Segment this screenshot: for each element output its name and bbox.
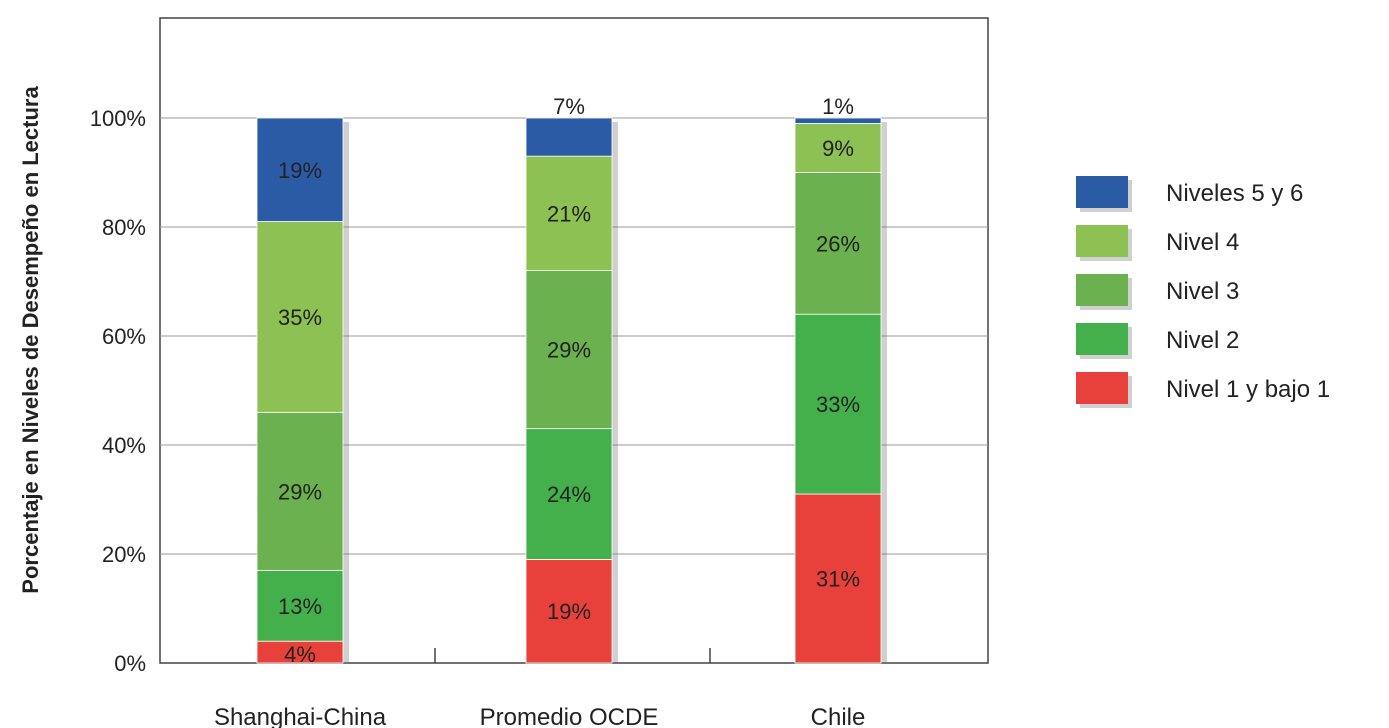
x-axis-ticks: Shanghai-China Promedio OCDE Chile [214, 648, 865, 728]
bar-stack: 19% 24% 29% 21% 7% [525, 94, 618, 664]
y-tick-label: 60% [102, 324, 146, 349]
bar-data-label: 4% [284, 642, 316, 667]
bar-data-label: 29% [278, 479, 322, 504]
y-axis-title: Porcentaje en Niveles de Desempeño en Le… [18, 86, 43, 594]
legend-label: Niveles 5 y 6 [1166, 180, 1303, 207]
bar-segment [794, 313, 882, 495]
y-axis-ticks: 0% 20% 40% 60% 80% 100% [90, 106, 146, 676]
bar-segment [525, 270, 613, 430]
bar-segment [256, 117, 344, 222]
bar-data-label: 24% [547, 482, 591, 507]
legend-label: Nivel 1 y bajo 1 [1166, 376, 1330, 403]
legend: Niveles 5 y 6 Nivel 4 Nivel 3 Nivel 2 Nivel … [1076, 176, 1330, 408]
x-category-label: Chile [811, 704, 866, 728]
bar-data-label: 26% [816, 231, 860, 256]
bar-data-label: 9% [822, 136, 854, 161]
y-tick-label: 100% [90, 106, 146, 131]
bar-data-label: 35% [278, 305, 322, 330]
bar-segment [794, 172, 882, 315]
y-tick-label: 20% [102, 542, 146, 567]
y-tick-label: 40% [102, 433, 146, 458]
legend-swatch [1076, 225, 1128, 257]
legend-label: Nivel 4 [1166, 229, 1239, 256]
y-tick-label: 0% [114, 651, 146, 676]
legend-label: Nivel 2 [1166, 327, 1239, 354]
legend-swatch [1076, 323, 1128, 355]
bar-data-label: 1% [822, 94, 854, 119]
bar-segment [256, 569, 344, 642]
bar-data-label: 19% [278, 158, 322, 183]
bar-segment [525, 117, 613, 157]
bar-data-label: 33% [816, 392, 860, 417]
bar-segment [794, 123, 882, 173]
bar-data-label: 21% [547, 201, 591, 226]
bar-segment [525, 559, 613, 664]
bar-data-label: 7% [553, 94, 585, 119]
bar-stack: 31% 33% 26% 9% 1% [794, 94, 887, 664]
bar-data-label: 19% [547, 599, 591, 624]
bar-data-label: 31% [816, 567, 860, 592]
bar-segment [525, 428, 613, 560]
bar-segment [256, 411, 344, 571]
bars: 4% 13% 29% 35% 19% 19% 24% 29% 21% 7% 31% 33% 26% 9% 1… [256, 94, 887, 667]
bar-segment [794, 117, 882, 124]
bar-data-label: 29% [547, 338, 591, 363]
bar-segment [794, 493, 882, 664]
bar-stack: 4% 13% 29% 35% 19% [256, 117, 349, 667]
x-category-label: Promedio OCDE [480, 704, 659, 728]
y-tick-label: 80% [102, 215, 146, 240]
legend-label: Nivel 3 [1166, 278, 1239, 305]
x-category-label: Shanghai-China [214, 704, 387, 728]
bar-segment [256, 221, 344, 413]
legend-swatch [1076, 274, 1128, 306]
bar-data-label: 13% [278, 594, 322, 619]
legend-swatch [1076, 176, 1128, 208]
legend-swatch [1076, 372, 1128, 404]
bar-segment [525, 155, 613, 271]
